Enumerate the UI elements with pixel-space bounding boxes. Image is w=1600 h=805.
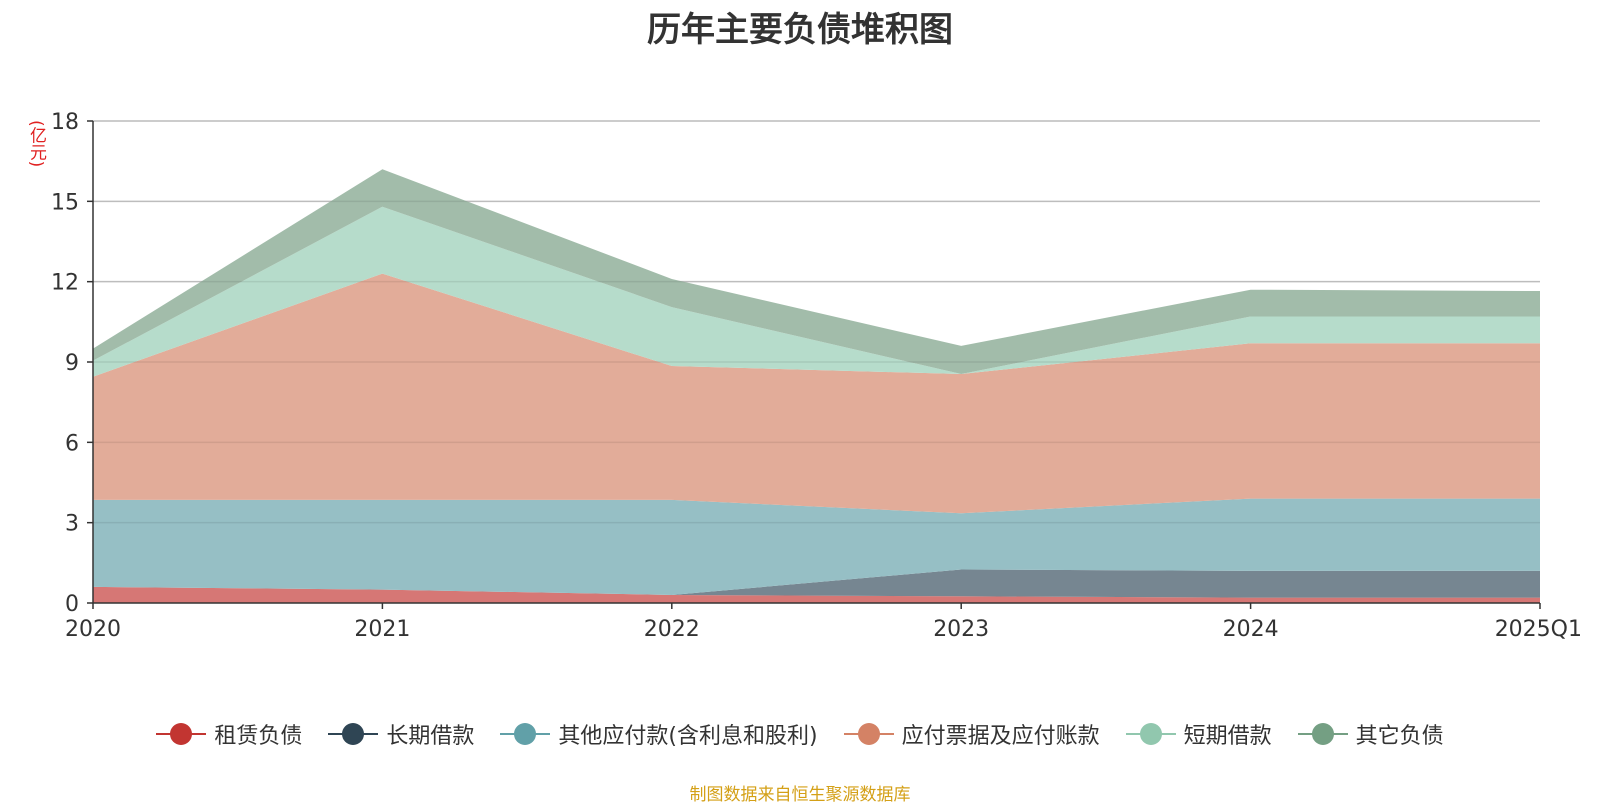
legend-label: 其它负债 xyxy=(1355,724,1444,749)
x-tick-label: 2024 xyxy=(1223,617,1279,642)
x-tick-label: 2025Q1 xyxy=(1495,617,1582,642)
y-tick-label: 15 xyxy=(51,190,79,215)
legend-label: 应付票据及应付账款 xyxy=(901,724,1100,749)
x-tick-label: 2022 xyxy=(644,617,700,642)
x-tick-label: 2020 xyxy=(65,617,121,642)
legend-item[interactable]: 应付票据及应付账款 xyxy=(843,718,1100,750)
legend-item[interactable]: 租赁负债 xyxy=(156,718,302,750)
y-tick-label: 9 xyxy=(65,351,79,376)
x-tick-label: 2021 xyxy=(354,617,410,642)
y-tick-label: 6 xyxy=(65,431,79,456)
legend-item[interactable]: 其它负债 xyxy=(1297,718,1444,750)
legend-marker-icon xyxy=(1297,723,1348,745)
chart-title: 历年主要负债堆积图 xyxy=(647,10,953,50)
y-tick-label: 3 xyxy=(65,512,79,537)
y-axis-unit: (亿元) xyxy=(26,120,46,168)
legend-label: 租赁负债 xyxy=(214,724,303,749)
area-series-1 xyxy=(93,569,1540,598)
area-series-5 xyxy=(93,169,1540,375)
axes: 0 3 6 9 12 15 18 2020 2021 2022 2023 2024 2025Q1 xyxy=(51,110,1582,642)
source-note: 制图数据来自恒生聚源数据库 xyxy=(689,785,911,805)
y-tick-label: 0 xyxy=(65,592,79,617)
legend-label: 长期借款 xyxy=(386,724,475,749)
legend-item[interactable]: 长期借款 xyxy=(328,718,474,750)
legend-label: 短期借款 xyxy=(1183,724,1272,749)
legend-marker-icon xyxy=(328,723,379,745)
area-series-0 xyxy=(93,586,1540,603)
x-tick-label: 2023 xyxy=(933,617,989,642)
y-tick-label: 18 xyxy=(51,110,79,135)
legend-marker-icon xyxy=(1125,723,1176,745)
area-series-4 xyxy=(93,206,1540,377)
area-series-3 xyxy=(93,273,1540,514)
legend-marker-icon xyxy=(500,723,551,745)
legend-label: 其他应付款(含利息和股利) xyxy=(558,724,818,749)
legend: 租赁负债 长期借款 其他应付款(含利息和股利) 应付票据及应付账款 短期借款 其它负债 xyxy=(0,718,1600,750)
legend-marker-icon xyxy=(843,723,894,745)
legend-item[interactable]: 其他应付款(含利息和股利) xyxy=(500,718,818,750)
y-tick-label: 12 xyxy=(51,271,79,296)
area-series-2 xyxy=(93,498,1540,595)
legend-item[interactable]: 短期借款 xyxy=(1125,718,1272,750)
legend-marker-icon xyxy=(156,723,207,745)
stacked-areas xyxy=(93,120,1540,603)
